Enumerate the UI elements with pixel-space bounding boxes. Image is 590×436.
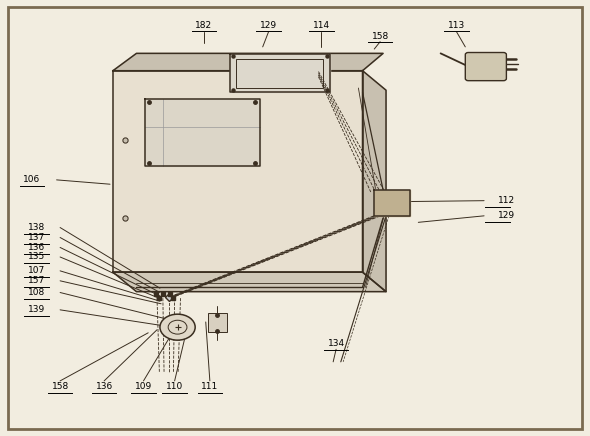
Polygon shape <box>145 99 260 166</box>
Text: 134: 134 <box>327 339 345 348</box>
Polygon shape <box>113 71 362 272</box>
Text: 157: 157 <box>28 276 45 285</box>
Text: 136: 136 <box>96 382 113 392</box>
Text: 112: 112 <box>497 196 514 205</box>
Text: 135: 135 <box>28 252 45 262</box>
Circle shape <box>160 314 195 340</box>
Text: 139: 139 <box>28 305 45 314</box>
Text: 113: 113 <box>448 21 465 30</box>
Text: 129: 129 <box>497 211 514 220</box>
Text: 108: 108 <box>28 288 45 297</box>
Polygon shape <box>113 272 386 292</box>
Polygon shape <box>362 71 386 292</box>
Polygon shape <box>374 190 409 216</box>
Text: 138: 138 <box>28 223 45 232</box>
Text: 109: 109 <box>135 382 152 392</box>
Text: 158: 158 <box>372 31 389 41</box>
Bar <box>208 313 227 332</box>
Polygon shape <box>231 54 330 92</box>
Text: 136: 136 <box>28 243 45 252</box>
Text: 137: 137 <box>28 233 45 242</box>
Text: 106: 106 <box>23 175 41 184</box>
Text: 158: 158 <box>51 382 69 392</box>
Text: 129: 129 <box>260 21 277 30</box>
Text: 114: 114 <box>313 21 330 30</box>
Text: 111: 111 <box>201 382 218 392</box>
Text: 107: 107 <box>28 266 45 276</box>
Polygon shape <box>113 53 383 71</box>
Text: 182: 182 <box>195 21 212 30</box>
Text: 110: 110 <box>166 382 183 392</box>
Bar <box>236 58 323 88</box>
FancyBboxPatch shape <box>466 52 506 81</box>
